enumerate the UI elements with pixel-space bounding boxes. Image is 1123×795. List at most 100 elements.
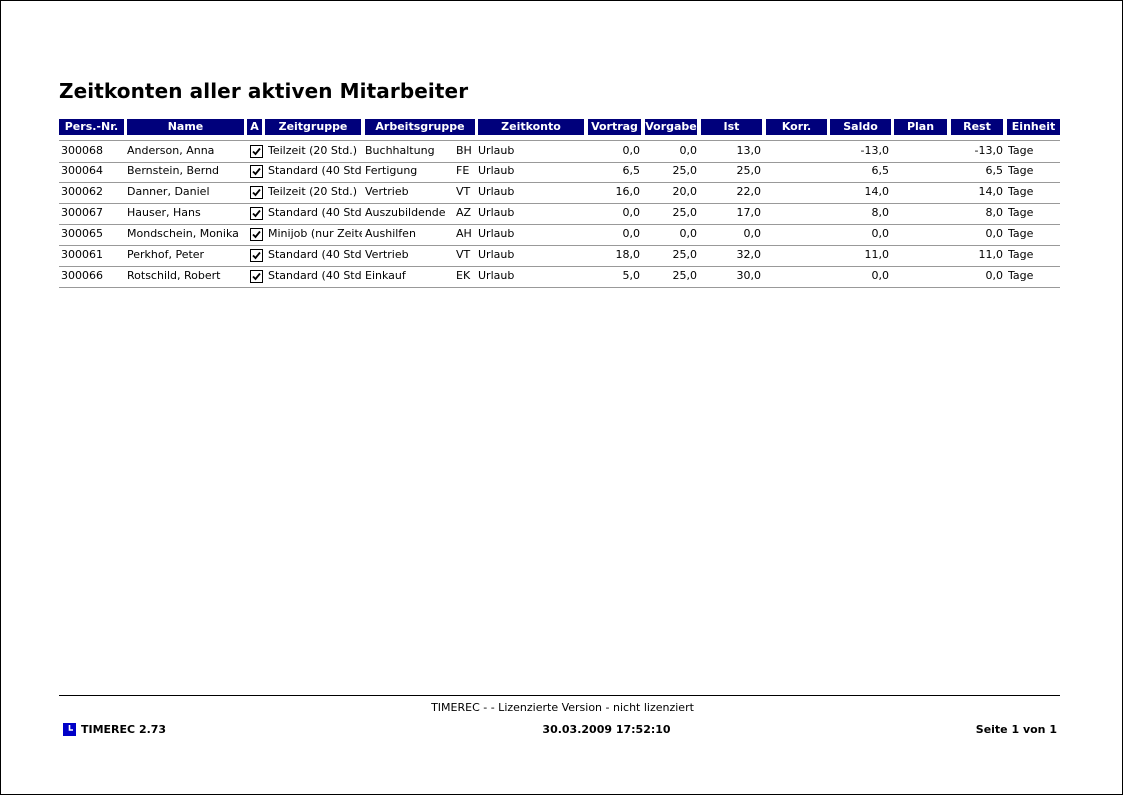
cell-pers-nr: 300066 <box>61 269 103 282</box>
cell-rest: 0,0 <box>985 227 1004 240</box>
cell-ist: 32,0 <box>736 248 762 261</box>
cell-ist: 0,0 <box>743 227 762 240</box>
cell-vortrag: 18,0 <box>615 248 641 261</box>
cell-saldo: 8,0 <box>871 206 890 219</box>
active-checkbox <box>250 186 263 199</box>
cell-saldo: 0,0 <box>871 269 890 282</box>
cell-einheit: Tage <box>1008 269 1034 282</box>
clock-icon <box>63 723 76 736</box>
column-header-vortrag: Vortrag <box>588 119 641 135</box>
cell-rest: 8,0 <box>985 206 1004 219</box>
cell-rest: 11,0 <box>978 248 1004 261</box>
cell-zeitgruppe: Standard (40 Std.) <box>268 206 362 219</box>
cell-einheit: Tage <box>1008 144 1034 157</box>
cell-kuerzel: VT <box>456 248 471 261</box>
cell-zeitkonto: Urlaub <box>478 185 515 198</box>
cell-korr <box>765 203 825 223</box>
cell-arbeitsgruppe: Vertrieb <box>365 185 409 198</box>
cell-zeitgruppe: Minijob (nur Zeiten <box>268 227 362 240</box>
cell-vorgabe: 0,0 <box>679 144 698 157</box>
cell-ist: 17,0 <box>736 206 762 219</box>
cell-name: Hauser, Hans <box>127 206 201 219</box>
cell-saldo: 6,5 <box>871 164 890 177</box>
active-checkbox <box>250 145 263 158</box>
cell-rest: 0,0 <box>985 269 1004 282</box>
cell-vortrag: 0,0 <box>622 206 641 219</box>
cell-plan <box>893 161 947 181</box>
cell-pers-nr: 300061 <box>61 248 103 261</box>
column-header-zeitkonto: Zeitkonto <box>478 119 584 135</box>
license-text: TIMEREC - - Lizenzierte Version - nicht … <box>431 701 694 714</box>
cell-arbeitsgruppe: Vertrieb <box>365 248 409 261</box>
cell-saldo: 0,0 <box>871 227 890 240</box>
cell-name: Mondschein, Monika <box>127 227 239 240</box>
cell-kuerzel: VT <box>456 185 471 198</box>
cell-zeitgruppe: Standard (40 Std.) <box>268 269 362 282</box>
cell-zeitgruppe: Standard (40 Std.) <box>268 248 362 261</box>
cell-vorgabe: 25,0 <box>672 164 698 177</box>
column-header-saldo: Saldo <box>830 119 891 135</box>
cell-ist: 13,0 <box>736 144 762 157</box>
cell-einheit: Tage <box>1008 248 1034 261</box>
cell-arbeitsgruppe: Buchhaltung <box>365 144 435 157</box>
cell-vorgabe: 25,0 <box>672 206 698 219</box>
cell-name: Perkhof, Peter <box>127 248 205 261</box>
table-row: 300066 Rotschild, Robert Standard (40 Std.… <box>59 266 1060 288</box>
cell-zeitkonto: Urlaub <box>478 206 515 219</box>
column-header-plan: Plan <box>894 119 947 135</box>
cell-zeitgruppe: Teilzeit (20 Std.) <box>268 144 357 157</box>
cell-arbeitsgruppe: Aushilfen <box>365 227 416 240</box>
cell-zeitgruppe: Standard (40 Std.) <box>268 164 362 177</box>
cell-kuerzel: EK <box>456 269 471 282</box>
cell-name: Anderson, Anna <box>127 144 215 157</box>
print-timestamp: 30.03.2009 17:52:10 <box>542 723 671 736</box>
cell-einheit: Tage <box>1008 185 1034 198</box>
cell-plan <box>893 141 947 161</box>
cell-rest: -13,0 <box>974 144 1003 157</box>
cell-korr <box>765 182 825 202</box>
cell-pers-nr: 300064 <box>61 164 103 177</box>
cell-arbeitsgruppe: Einkauf <box>365 269 406 282</box>
cell-zeitkonto: Urlaub <box>478 248 515 261</box>
table-row: 300064 Bernstein, Bernd Standard (40 Std.)… <box>59 161 1060 183</box>
cell-ist: 22,0 <box>736 185 762 198</box>
cell-pers-nr: 300067 <box>61 206 103 219</box>
table-row: 300068 Anderson, Anna Teilzeit (20 Std.) Bu… <box>59 140 1060 163</box>
column-header-name: Name <box>127 119 244 135</box>
cell-korr <box>765 266 825 286</box>
cell-vorgabe: 25,0 <box>672 269 698 282</box>
column-header-ist: Ist <box>701 119 762 135</box>
active-checkbox <box>250 270 263 283</box>
cell-ist: 30,0 <box>736 269 762 282</box>
cell-kuerzel: AH <box>456 227 472 240</box>
cell-name: Rotschild, Robert <box>127 269 221 282</box>
cell-pers-nr: 300065 <box>61 227 103 240</box>
column-header-arbeitsgruppe: Arbeitsgruppe <box>365 119 475 135</box>
cell-zeitkonto: Urlaub <box>478 227 515 240</box>
cell-plan <box>893 224 947 244</box>
cell-name: Danner, Daniel <box>127 185 210 198</box>
cell-einheit: Tage <box>1008 227 1034 240</box>
report-title: Zeitkonten aller aktiven Mitarbeiter <box>59 79 469 103</box>
cell-kuerzel: BH <box>456 144 472 157</box>
cell-korr <box>765 224 825 244</box>
column-header-zeitgruppe: Zeitgruppe <box>265 119 361 135</box>
column-header-einheit: Einheit <box>1007 119 1060 135</box>
cell-vorgabe: 0,0 <box>679 227 698 240</box>
cell-kuerzel: FE <box>456 164 470 177</box>
cell-arbeitsgruppe: Fertigung <box>365 164 418 177</box>
cell-vortrag: 16,0 <box>615 185 641 198</box>
footer-app: TIMEREC 2.73 <box>63 723 166 736</box>
cell-zeitkonto: Urlaub <box>478 269 515 282</box>
active-checkbox <box>250 165 263 178</box>
column-header-rest: Rest <box>951 119 1003 135</box>
cell-plan <box>893 266 947 286</box>
cell-zeitkonto: Urlaub <box>478 164 515 177</box>
cell-saldo: 14,0 <box>864 185 890 198</box>
cell-korr <box>765 141 825 161</box>
cell-korr <box>765 245 825 265</box>
footer-divider <box>59 695 1060 696</box>
cell-vortrag: 6,5 <box>622 164 641 177</box>
cell-saldo: 11,0 <box>864 248 890 261</box>
